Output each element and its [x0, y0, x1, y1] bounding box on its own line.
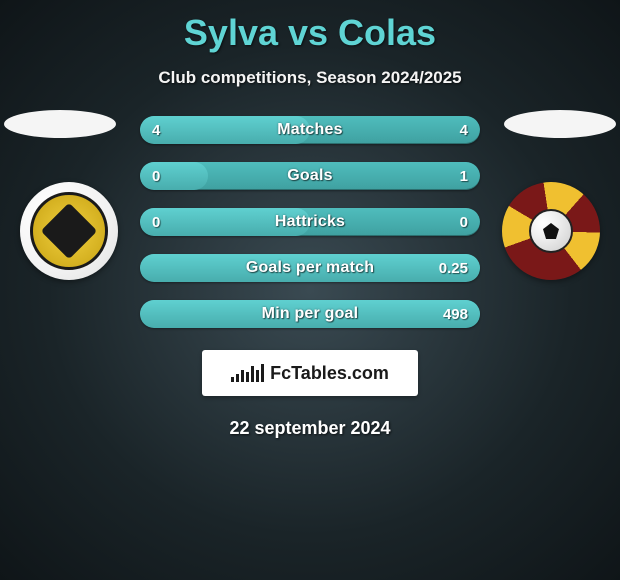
bar-chart-bar — [231, 377, 234, 382]
brand-label: FcTables.com — [270, 363, 389, 384]
bar-chart-icon — [231, 364, 264, 382]
club-crest-left-inner — [30, 192, 108, 270]
stat-label: Matches — [140, 116, 480, 144]
stat-label: Goals per match — [140, 254, 480, 282]
club-crest-right — [502, 182, 600, 280]
stat-value-right: 0.25 — [439, 254, 468, 282]
player-right-ellipse — [504, 110, 616, 138]
stat-label: Min per goal — [140, 300, 480, 328]
club-crest-left — [20, 182, 118, 280]
stat-label: Goals — [140, 162, 480, 190]
stat-value-right: 1 — [460, 162, 468, 190]
bar-chart-bar — [246, 372, 249, 382]
comparison-panel: 4Matches40Goals10Hattricks0Goals per mat… — [0, 116, 620, 328]
brand-box[interactable]: FcTables.com — [202, 350, 418, 396]
stat-row: Goals per match0.25 — [140, 254, 480, 282]
page-title: Sylva vs Colas — [0, 0, 620, 54]
soccer-ball-icon — [529, 209, 573, 253]
bar-chart-bar — [251, 366, 254, 382]
page-subtitle: Club competitions, Season 2024/2025 — [0, 68, 620, 88]
stat-label: Hattricks — [140, 208, 480, 236]
stat-value-right: 498 — [443, 300, 468, 328]
bar-chart-bar — [236, 374, 239, 382]
stat-rows: 4Matches40Goals10Hattricks0Goals per mat… — [140, 116, 480, 328]
bar-chart-bar — [241, 370, 244, 382]
stat-row: 4Matches4 — [140, 116, 480, 144]
stat-row: 0Hattricks0 — [140, 208, 480, 236]
stat-row: Min per goal498 — [140, 300, 480, 328]
bar-chart-bar — [261, 364, 264, 382]
stat-value-right: 0 — [460, 208, 468, 236]
bar-chart-bar — [256, 370, 259, 382]
stat-value-right: 4 — [460, 116, 468, 144]
player-left-ellipse — [4, 110, 116, 138]
date-label: 22 september 2024 — [0, 418, 620, 439]
stat-row: 0Goals1 — [140, 162, 480, 190]
